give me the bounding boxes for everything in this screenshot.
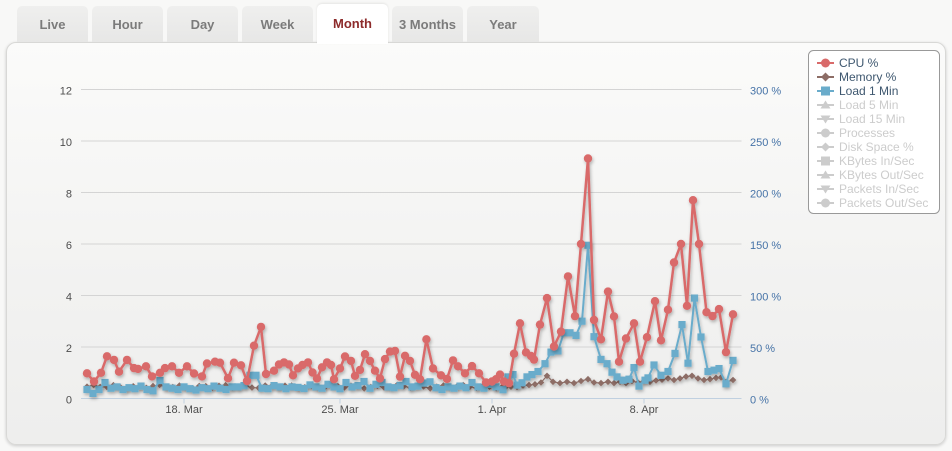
- svg-text:Disk Space %: Disk Space %: [839, 140, 914, 154]
- svg-text:4: 4: [66, 292, 72, 304]
- svg-text:Processes: Processes: [839, 126, 895, 140]
- svg-text:6: 6: [66, 240, 72, 252]
- svg-text:100 %: 100 %: [750, 292, 781, 304]
- svg-text:Memory %: Memory %: [839, 70, 897, 84]
- svg-text:200 %: 200 %: [750, 189, 781, 201]
- svg-text:150 %: 150 %: [750, 240, 781, 252]
- svg-text:2: 2: [66, 343, 72, 355]
- svg-text:0 %: 0 %: [750, 395, 769, 407]
- svg-text:8: 8: [66, 189, 72, 201]
- svg-text:250 %: 250 %: [750, 137, 781, 149]
- svg-text:Load 1 Min: Load 1 Min: [839, 84, 898, 98]
- svg-text:300 %: 300 %: [750, 86, 781, 98]
- svg-text:KBytes In/Sec: KBytes In/Sec: [839, 154, 914, 168]
- svg-text:CPU %: CPU %: [839, 56, 879, 70]
- svg-text:Packets In/Sec: Packets In/Sec: [839, 182, 919, 196]
- svg-text:25. Mar: 25. Mar: [321, 404, 359, 416]
- svg-text:12: 12: [60, 86, 72, 98]
- svg-text:0: 0: [66, 395, 72, 407]
- svg-text:8. Apr: 8. Apr: [630, 404, 659, 416]
- svg-text:KBytes Out/Sec: KBytes Out/Sec: [839, 168, 924, 182]
- svg-text:1. Apr: 1. Apr: [478, 404, 507, 416]
- svg-text:Load 15 Min: Load 15 Min: [839, 112, 905, 126]
- svg-text:Load 5 Min: Load 5 Min: [839, 98, 898, 112]
- svg-text:18. Mar: 18. Mar: [165, 404, 203, 416]
- svg-text:10: 10: [60, 137, 72, 149]
- svg-text:Packets Out/Sec: Packets Out/Sec: [839, 196, 928, 210]
- svg-text:50 %: 50 %: [750, 343, 775, 355]
